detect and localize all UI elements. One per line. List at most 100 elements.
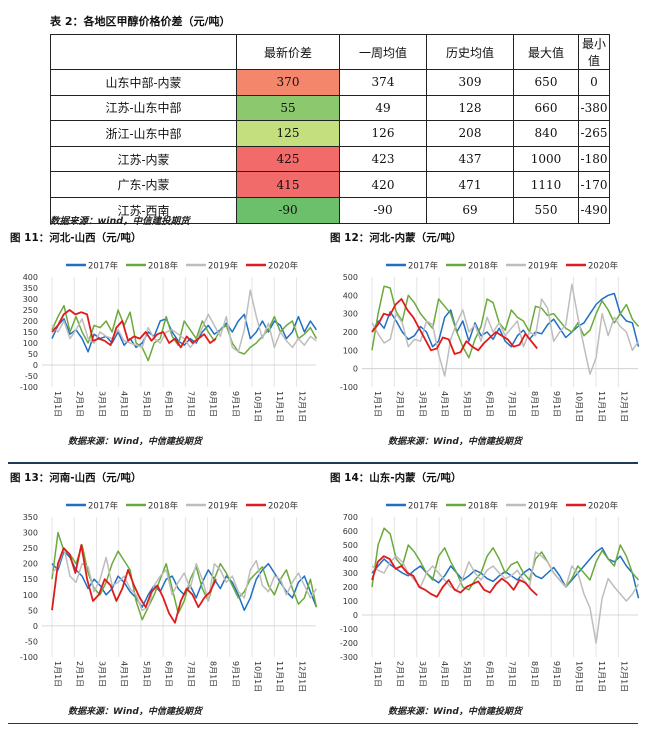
table-cell: -170: [578, 171, 610, 198]
col-header: 最小值: [578, 34, 610, 70]
table-cell: 415: [236, 171, 340, 198]
y-tick-label: -50: [25, 372, 38, 381]
legend-label: 2017年: [408, 261, 439, 272]
table-cell: 125: [236, 120, 340, 147]
y-tick-label: 0: [353, 611, 358, 620]
y-tick-label: 350: [23, 513, 38, 522]
row-label: 浙江-山东中部: [50, 120, 237, 147]
table-cell: 420: [339, 171, 427, 198]
chart-svg: 图 12：河北-内蒙（元/吨） 2017年 2018年 2019年 2020年 -100 0…: [330, 231, 640, 447]
y-tick-label: 200: [343, 583, 358, 592]
y-tick-label: 300: [343, 310, 358, 319]
table-cell: 425: [236, 145, 340, 173]
table-source: 数据来源：wind，中信建投期货: [50, 216, 190, 227]
legend-label: 2019年: [528, 261, 559, 272]
y-tick-label: 100: [343, 346, 358, 355]
x-tick-label: 9月1日: [552, 661, 561, 687]
series-line-2020年: [51, 544, 217, 624]
x-tick-label: 1月1日: [53, 661, 62, 687]
y-tick-label: 250: [23, 306, 38, 315]
table-row: 浙江-山东中部 125 126 208 840 -265: [50, 120, 610, 147]
col-header: 历史均值: [426, 34, 514, 70]
series-line-2019年: [51, 547, 318, 612]
series-line-2018年: [51, 531, 318, 621]
y-tick-label: -100: [20, 653, 38, 662]
legend-label: 2018年: [468, 501, 499, 512]
y-tick-label: 0: [33, 361, 38, 370]
series-line-2020年: [51, 309, 217, 349]
y-tick-label: 300: [23, 529, 38, 538]
x-tick-label: 5月1日: [463, 661, 472, 687]
legend-label: 2019年: [208, 501, 239, 512]
y-tick-label: 400: [343, 555, 358, 564]
x-tick-label: 2月1日: [75, 661, 84, 687]
table-cell: 660: [513, 94, 579, 122]
legend-label: 2019年: [528, 501, 559, 512]
y-tick-label: 200: [23, 560, 38, 569]
table-cell: 370: [236, 69, 340, 96]
table-cell: 69: [426, 196, 514, 224]
x-tick-label: 2月1日: [395, 661, 404, 687]
table-cell: 550: [513, 196, 579, 224]
x-tick-label: 7月1日: [186, 391, 195, 417]
legend-label: 2017年: [88, 261, 119, 272]
table-cell: 840: [513, 120, 579, 147]
chart-title: 图 13：河南-山西（元/吨）: [10, 471, 141, 484]
legend-label: 2018年: [148, 261, 179, 272]
chart-title: 图 14：山东-内蒙（元/吨）: [330, 471, 461, 484]
series-line-2019年: [371, 283, 640, 377]
table-cell: -180: [578, 145, 610, 173]
series-line-2020年: [371, 555, 538, 598]
table-cell: 1000: [513, 145, 579, 173]
table-title: 表 2：各地区甲醇价格价差（元/吨）: [50, 15, 231, 28]
y-tick-label: 150: [23, 575, 38, 584]
x-tick-label: 6月1日: [485, 391, 494, 417]
chart-source: 数据来源：Wind，中信建投期货: [388, 706, 524, 715]
x-tick-label: 6月1日: [164, 661, 173, 687]
table-cell: -90: [236, 196, 340, 224]
x-tick-label: 3月1日: [97, 391, 106, 417]
y-tick-label: -50: [25, 637, 38, 646]
chart-title: 图 12：河北-内蒙（元/吨）: [330, 231, 461, 244]
legend-label: 2020年: [588, 261, 619, 272]
x-tick-label: 10月1日: [575, 661, 584, 692]
y-tick-label: 250: [23, 544, 38, 553]
y-tick-label: 150: [23, 328, 38, 337]
x-tick-label: 5月1日: [142, 391, 151, 417]
y-tick-label: 500: [343, 273, 358, 282]
series-line-2018年: [371, 527, 640, 591]
chart-hebei-neimeng: 图 12：河北-内蒙（元/吨） 2017年 2018年 2019年 2020年 -100 0…: [328, 230, 646, 447]
legend-label: 2017年: [408, 501, 439, 512]
y-tick-label: 200: [343, 328, 358, 337]
table-cell: 471: [426, 171, 514, 198]
series-line-2017年: [371, 292, 640, 348]
y-tick-label: 700: [343, 513, 358, 522]
row-label: 江苏-山东中部: [50, 94, 237, 122]
series-line-2020年: [371, 298, 538, 355]
y-tick-label: 50: [28, 606, 38, 615]
x-tick-label: 9月1日: [231, 661, 240, 687]
series-line-2019年: [371, 551, 640, 644]
table-cell: 437: [426, 145, 514, 173]
chart-source: 数据来源：Wind，中信建投期货: [388, 436, 524, 445]
chart-title: 图 11：河北-山西（元/吨）: [10, 231, 141, 244]
x-tick-label: 11月1日: [275, 661, 284, 692]
x-tick-label: 7月1日: [186, 661, 195, 687]
x-tick-label: 9月1日: [552, 391, 561, 417]
legend-label: 2020年: [268, 261, 299, 272]
x-tick-label: 7月1日: [507, 661, 516, 687]
divider: [8, 723, 638, 724]
table-header-row: 最新价差 一周均值 历史均值 最大值 最小值: [50, 34, 610, 70]
table-cell: 55: [236, 94, 340, 122]
col-header: [50, 34, 237, 70]
table-cell: 128: [426, 94, 514, 122]
y-tick-label: -200: [340, 639, 358, 648]
legend-label: 2018年: [468, 261, 499, 272]
series-line-2018年: [51, 304, 318, 362]
x-tick-label: 4月1日: [120, 391, 129, 417]
chart-hebei-shanxi: 图 11：河北-山西（元/吨） 2017年 2018年 2019年 2020年 -100 -…: [8, 230, 324, 447]
y-tick-label: 100: [23, 339, 38, 348]
x-tick-label: 4月1日: [440, 661, 449, 687]
x-tick-label: 3月1日: [418, 661, 427, 687]
x-tick-label: 1月1日: [373, 661, 382, 687]
